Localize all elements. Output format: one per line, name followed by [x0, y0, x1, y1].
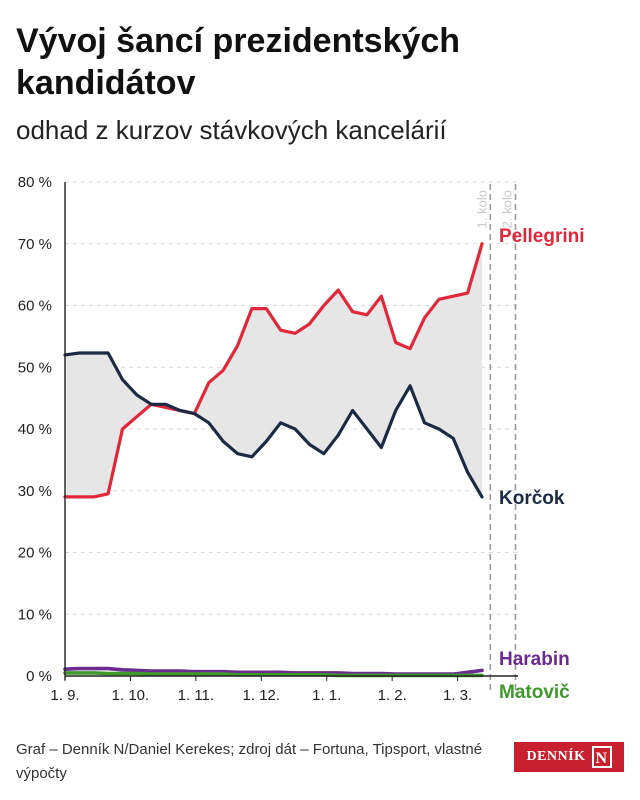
source-note: Graf – Denník N/Daniel Kerekes; zdroj dá… — [16, 738, 506, 786]
series-lines — [65, 244, 482, 676]
gap-area — [65, 244, 482, 497]
series-labels: Pellegrini Korčok Harabin Matovič — [499, 226, 585, 700]
logo-word: DENNÍK — [526, 749, 585, 765]
y-tick-label: 70 % — [18, 236, 52, 253]
series-label-0: Pellegrini — [499, 226, 585, 247]
x-tick-label: 1. 2. — [378, 687, 407, 700]
series-label-2: Harabin — [499, 649, 570, 670]
series-label-3: Matovič — [499, 682, 570, 700]
chart-subtitle: odhad z kurzov stávkových kancelárií — [16, 114, 447, 146]
x-tick-label: 1. 9. — [50, 687, 79, 700]
line-chart: 1. kolo 2. kolo 0 % 10 % 20 % 30 % 40 % 50 % 60… — [0, 160, 640, 700]
y-tick-label: 80 % — [18, 174, 52, 191]
y-tick-label: 40 % — [18, 421, 52, 438]
x-tick-label: 1. 12. — [243, 687, 281, 700]
x-tick-label: 1. 11. — [178, 687, 214, 700]
y-tick-label: 0 % — [26, 668, 52, 685]
round-label-2: 2. kolo — [499, 190, 514, 228]
y-tick-label: 30 % — [18, 483, 52, 500]
series-label-1: Korčok — [499, 488, 565, 509]
x-tick-label: 1. 3. — [443, 687, 472, 700]
y-tick-label: 50 % — [18, 359, 52, 376]
chart-title: Vývoj šancí prezidentských kandidátov — [16, 20, 616, 104]
y-tick-label: 20 % — [18, 545, 52, 562]
dennik-n-logo: DENNÍK N — [514, 742, 624, 772]
gap-area-fill — [65, 244, 482, 497]
round-label-1: 1. kolo — [474, 190, 489, 228]
x-tick-label: 1. 10. — [112, 687, 150, 700]
y-tick-label: 60 % — [18, 298, 52, 315]
x-tick-label: 1. 1. — [312, 687, 341, 700]
y-tick-label: 10 % — [18, 606, 52, 623]
logo-letter: N — [592, 746, 612, 768]
